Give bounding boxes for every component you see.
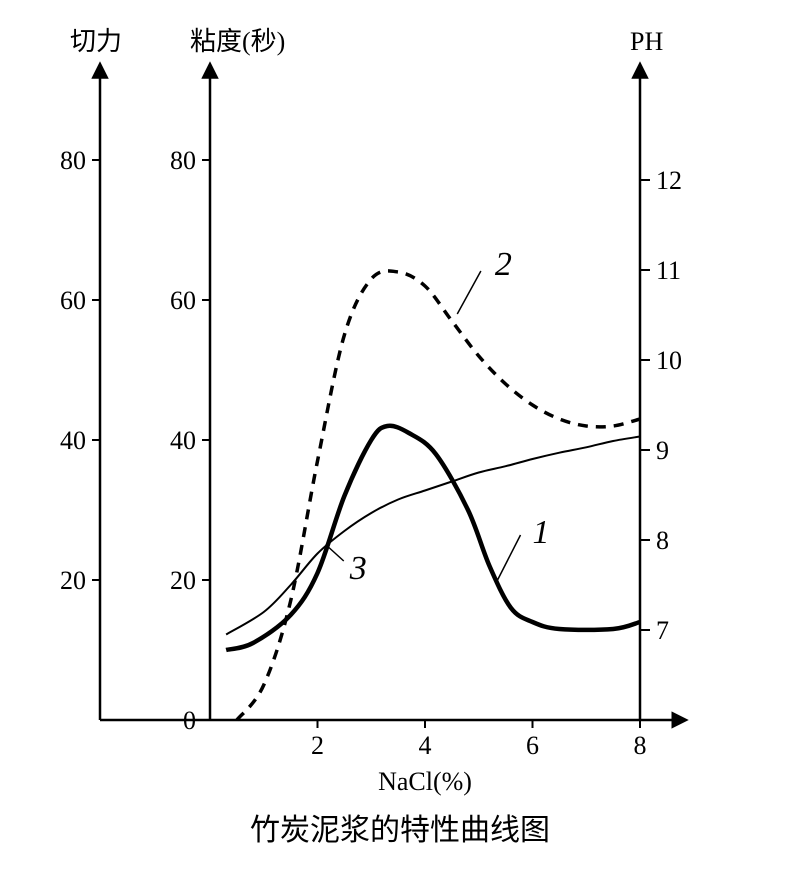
curve-1 [226, 426, 640, 650]
y3-tick-label: 12 [656, 166, 682, 195]
y2-tick-label: 0 [183, 706, 196, 735]
y3-tick-label: 8 [656, 526, 669, 555]
y2-tick-label: 80 [170, 146, 196, 175]
y3-label: PH [630, 27, 663, 56]
y2-tick-label: 40 [170, 426, 196, 455]
y3-tick-label: 7 [656, 616, 669, 645]
chart-container: 切力 粘度(秒) PH NaCl(%) 竹炭泥浆的特性曲线图 20 40 60 80 0 20 40 6… [0, 0, 800, 886]
curve-3-label: 3 [349, 550, 367, 587]
y1-tick-label: 80 [60, 146, 86, 175]
leader-3 [326, 545, 344, 562]
y3-tick-label: 11 [656, 256, 681, 285]
curve-1-label: 1 [533, 514, 550, 551]
x-label: NaCl(%) [378, 767, 472, 796]
y2-tick-label: 60 [170, 286, 196, 315]
x-tick-label: 6 [526, 731, 539, 760]
y1-tick-label: 60 [60, 286, 86, 315]
y1-tick-label: 40 [60, 426, 86, 455]
chart-title: 竹炭泥浆的特性曲线图 [250, 814, 550, 847]
x-tick-label: 8 [634, 731, 647, 760]
x-tick-label: 4 [419, 731, 432, 760]
y2-tick-label: 20 [170, 566, 196, 595]
leader-2 [457, 271, 481, 314]
curve-2 [237, 271, 640, 720]
y3-tick-label: 9 [656, 436, 669, 465]
leader-1 [498, 535, 521, 580]
y3-tick-label: 10 [656, 346, 682, 375]
y2-label: 粘度(秒) [190, 27, 285, 56]
curve-2-label: 2 [495, 246, 512, 283]
y1-tick-label: 20 [60, 566, 86, 595]
chart-svg: 切力 粘度(秒) PH NaCl(%) 竹炭泥浆的特性曲线图 20 40 60 80 0 20 40 6… [0, 0, 800, 886]
x-tick-label: 2 [311, 731, 324, 760]
y1-label: 切力 [70, 27, 122, 56]
